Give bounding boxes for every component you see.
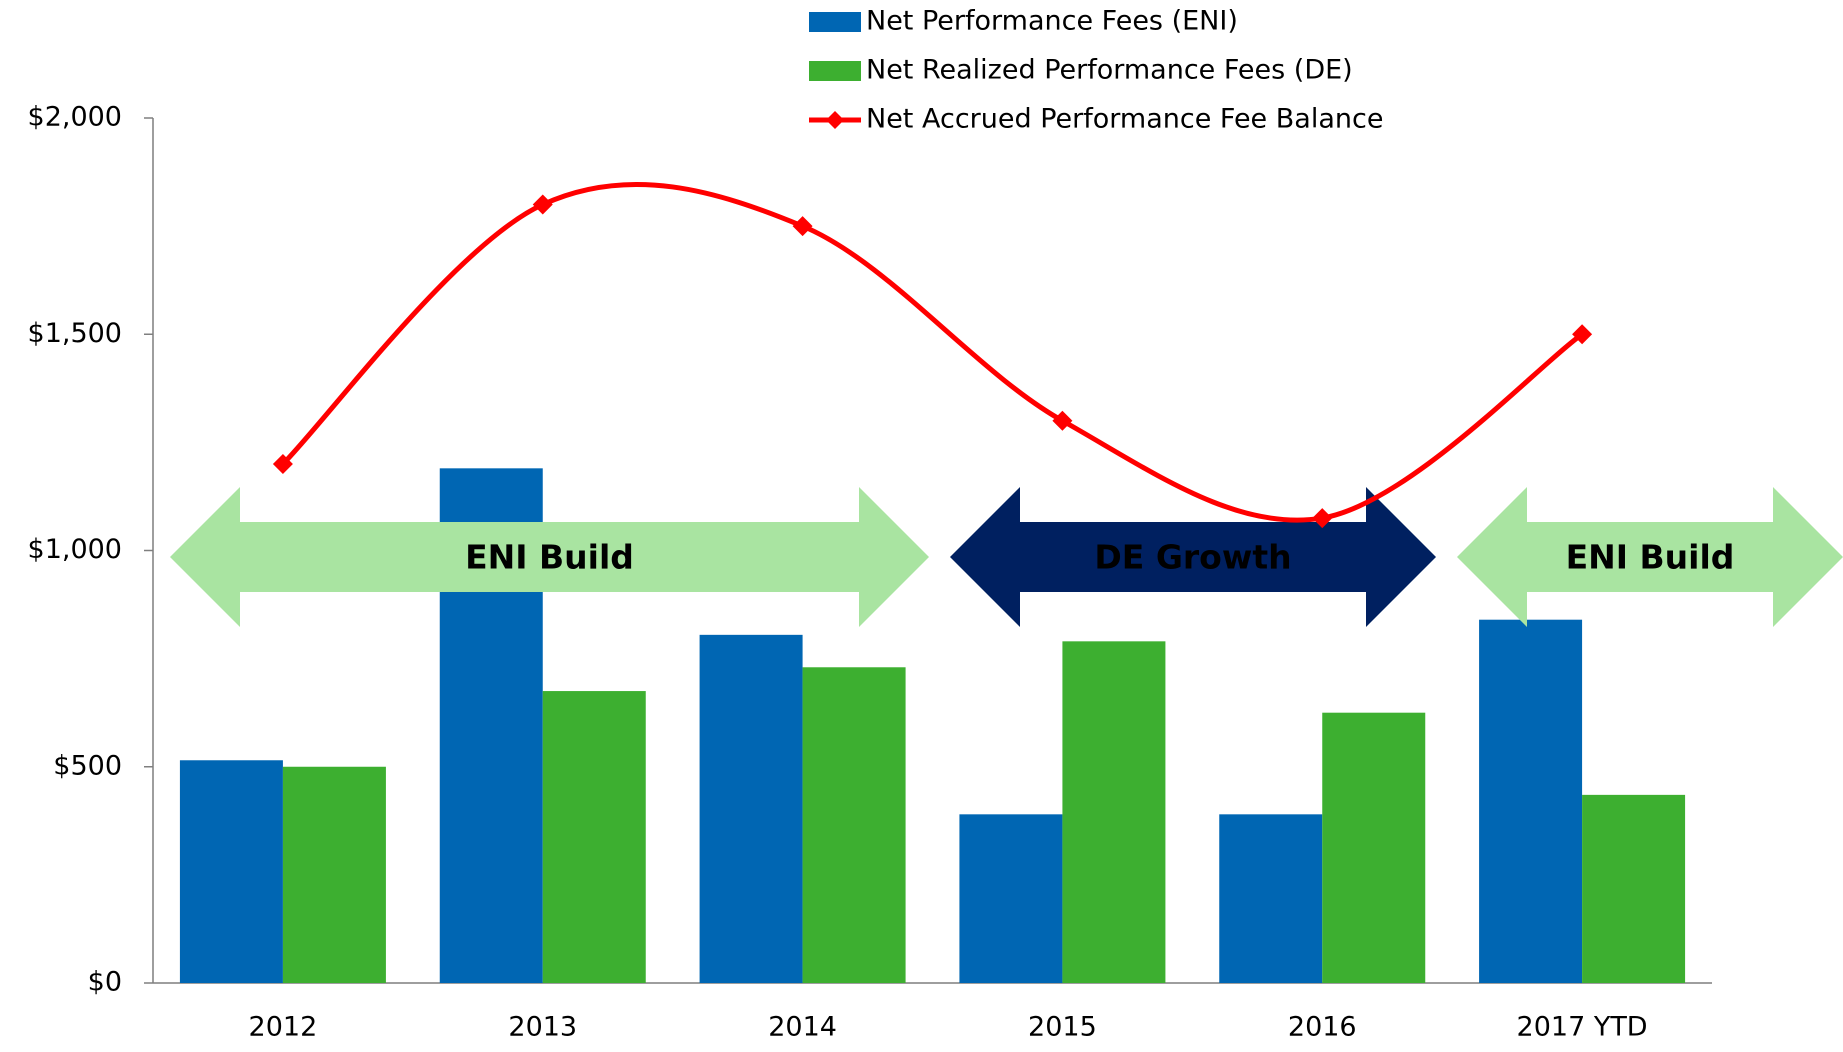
y-tick-label: $2,000 (28, 102, 122, 133)
x-tick-label: 2014 (768, 1012, 837, 1043)
x-tick-label: 2015 (1028, 1012, 1097, 1043)
x-tick-label: 2016 (1288, 1012, 1357, 1043)
bar (179, 760, 283, 983)
bar (1219, 814, 1323, 983)
annotation-label: ENI Build (465, 538, 634, 577)
line-marker (532, 194, 553, 215)
line-marker (1052, 410, 1073, 431)
annotation-arrow (170, 487, 929, 627)
bar (1322, 712, 1426, 983)
line-marker (792, 216, 813, 237)
legend-label: Net Accrued Performance Fee Balance (866, 104, 1383, 135)
bar (1479, 619, 1583, 983)
x-tick-label: 2013 (508, 1012, 577, 1043)
line (281, 181, 1584, 523)
x-tick-label: 2012 (249, 1012, 318, 1043)
y-tick-label: $1,000 (28, 534, 122, 565)
y-tick-label: $0 (88, 967, 122, 998)
bar (1062, 641, 1166, 983)
bar (542, 691, 646, 983)
legend-swatch (809, 12, 861, 32)
line-marker (272, 454, 293, 474)
y-tick-label: $500 (53, 750, 122, 781)
bar (699, 634, 803, 983)
y-tick-label: $1,500 (28, 318, 122, 349)
annotation-label: DE Growth (1094, 538, 1291, 577)
line-marker (1312, 508, 1333, 529)
legend-swatch (809, 61, 861, 81)
bar (282, 766, 386, 983)
line-marker (1572, 324, 1593, 345)
annotation-label: ENI Build (1566, 538, 1735, 577)
legend-label: Net Realized Performance Fees (DE) (866, 55, 1353, 86)
bar (959, 814, 1063, 983)
annotation-arrow (1457, 487, 1843, 627)
bar (802, 667, 906, 983)
x-tick-label: 2017 YTD (1517, 1012, 1648, 1043)
legend-label: Net Performance Fees (ENI) (866, 6, 1238, 37)
bar (1582, 794, 1686, 983)
annotation-arrow (950, 487, 1436, 627)
legend-swatch (826, 111, 844, 129)
